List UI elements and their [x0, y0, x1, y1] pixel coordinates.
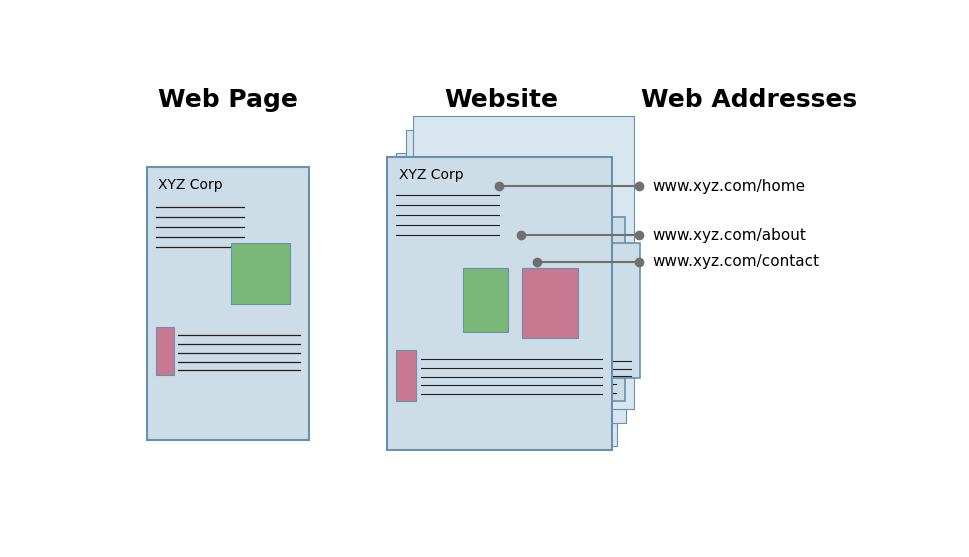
Text: www.xyz.com/about: www.xyz.com/about [653, 228, 806, 243]
Text: www.xyz.com/home: www.xyz.com/home [653, 179, 806, 194]
Bar [387, 157, 611, 449]
Bar [404, 217, 625, 401]
Bar [156, 327, 173, 375]
Bar [396, 153, 617, 446]
Text: Web Page: Web Page [158, 87, 298, 111]
Text: About Us: About Us [416, 227, 479, 242]
Text: XYZ Corp: XYZ Corp [398, 168, 463, 183]
Text: Web Addresses: Web Addresses [641, 87, 857, 111]
Bar [146, 167, 309, 440]
Text: Website: Website [444, 87, 558, 111]
Bar [406, 130, 626, 423]
Bar [420, 243, 641, 378]
Text: Contact Us: Contact Us [431, 254, 507, 268]
Bar [414, 116, 634, 409]
Text: XYZ Corp: XYZ Corp [158, 178, 223, 193]
Bar [521, 268, 578, 338]
Bar [232, 243, 290, 304]
Bar [463, 268, 509, 333]
Bar [396, 350, 417, 401]
Text: www.xyz.com/contact: www.xyz.com/contact [653, 255, 820, 269]
